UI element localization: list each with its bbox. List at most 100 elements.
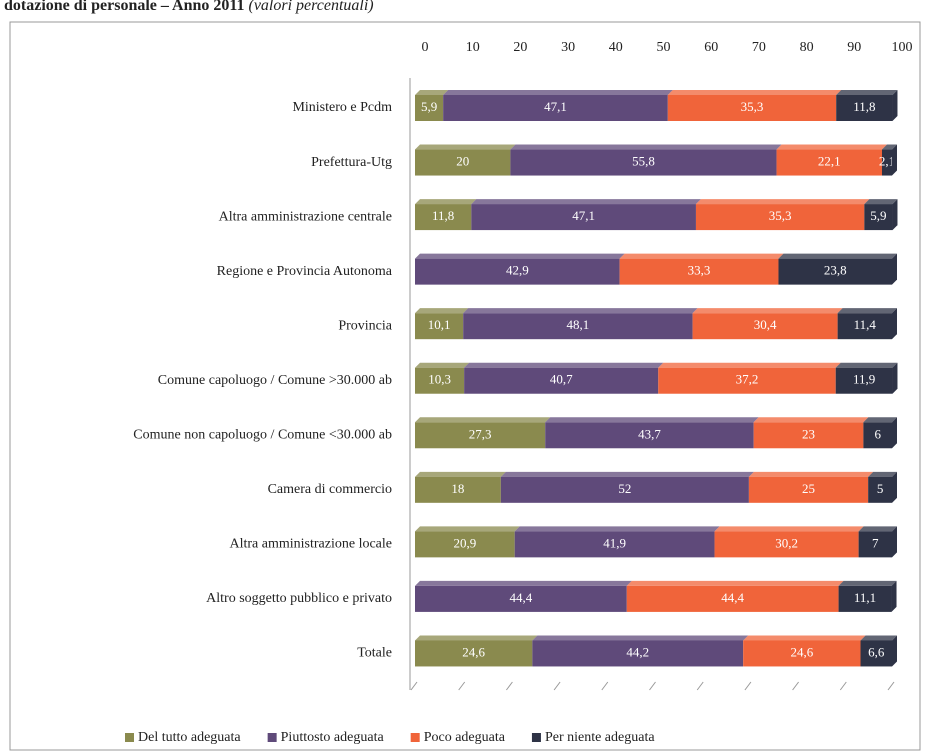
bar-segment — [837, 313, 892, 340]
bar-top — [532, 635, 749, 641]
value-label: 44,2 — [626, 644, 649, 659]
bar-segment — [415, 531, 515, 558]
value-label: 44,4 — [721, 590, 744, 605]
bar-segment — [838, 585, 892, 612]
bar-top — [753, 417, 869, 423]
y-tick-label: Camera di commercio — [268, 482, 392, 497]
tick-mark — [601, 681, 609, 691]
value-label: 6 — [874, 426, 881, 441]
legend-label: Del tutto adeguata — [138, 730, 241, 745]
bar-segment — [658, 367, 836, 394]
value-label: 11,8 — [432, 208, 454, 223]
x-tick-label: 0 — [422, 40, 429, 55]
bar-side — [892, 90, 898, 121]
bar-top — [545, 417, 759, 423]
bar-segment — [864, 204, 893, 231]
y-tick-label: Altra amministrazione locale — [230, 537, 393, 552]
bar-top — [836, 90, 898, 95]
value-label: 11,8 — [853, 99, 875, 114]
value-label: 41,9 — [603, 535, 626, 550]
title-main: dotazione di personale – Anno 2011 — [4, 0, 244, 14]
bar-top — [868, 471, 897, 477]
y-tick-label: Comune capoluogo / Comune >30.000 ab — [158, 373, 392, 388]
bar-side — [892, 308, 897, 340]
value-label: 47,1 — [544, 99, 567, 114]
value-label: 44,4 — [510, 590, 533, 605]
bar-top — [864, 199, 898, 205]
bar-top — [415, 199, 477, 205]
bar-segment — [778, 258, 892, 285]
bar-segment — [714, 531, 859, 558]
legend-swatch — [125, 733, 134, 742]
legend-swatch — [531, 733, 541, 742]
bar-top — [464, 362, 664, 368]
value-label: 2,1 — [879, 154, 895, 169]
tick-mark — [696, 681, 704, 691]
bar-top — [415, 471, 506, 477]
value-label: 23,8 — [824, 263, 847, 278]
value-label: 11,4 — [854, 317, 877, 332]
y-tick-label: Totale — [357, 646, 392, 661]
subtitle: (valori percentuali) — [248, 0, 373, 14]
bar-top — [748, 471, 874, 477]
value-label: 43,7 — [638, 426, 661, 441]
tick-mark — [458, 681, 466, 691]
bar-top — [415, 635, 538, 641]
tick-mark — [839, 681, 847, 691]
bar-side — [891, 580, 897, 612]
bar-segment — [415, 585, 627, 612]
bar-top — [415, 580, 632, 586]
bar-top — [415, 526, 520, 532]
legend-swatch — [267, 733, 277, 742]
bar-segment — [415, 204, 472, 231]
bar-top — [471, 199, 701, 205]
bar-top — [838, 580, 897, 586]
bar-top — [443, 90, 673, 95]
bar-top — [415, 417, 551, 423]
value-label: 27,3 — [469, 426, 492, 441]
tick-mark — [553, 681, 561, 691]
bar-top — [619, 253, 784, 259]
bar-top — [626, 580, 844, 586]
bar-side — [892, 471, 897, 503]
bar-segment — [881, 149, 892, 176]
bar-top — [463, 308, 698, 314]
value-label: 35,3 — [769, 208, 792, 223]
y-tick-label: Ministero e Pcdm — [292, 100, 392, 115]
value-label: 23 — [802, 426, 815, 441]
x-tick-label: 10 — [466, 40, 480, 55]
x-tick-label: 90 — [847, 40, 861, 55]
y-tick-label: Altro soggetto pubblico e privato — [206, 591, 392, 606]
bar-segment — [743, 640, 861, 667]
bar-segment — [667, 95, 837, 121]
value-label: 35,3 — [741, 99, 764, 114]
bar-top — [658, 362, 841, 368]
bar-segment — [415, 422, 546, 449]
tick-mark — [792, 681, 799, 691]
bar-side — [892, 526, 897, 558]
x-tick-label: 30 — [561, 40, 575, 55]
bar-top — [510, 144, 782, 150]
bar-top — [514, 526, 720, 532]
value-label: 37,2 — [736, 372, 759, 387]
bar-segment — [415, 640, 533, 667]
bar-top — [858, 526, 897, 532]
bar-segment — [532, 640, 744, 667]
bar-top — [415, 308, 469, 314]
bar-top — [863, 417, 897, 423]
bar-segment — [692, 313, 838, 340]
tick-mark — [744, 681, 752, 691]
x-tick-label: 20 — [513, 40, 527, 55]
x-tick-label: 80 — [800, 40, 814, 55]
value-label: 24,6 — [462, 644, 485, 659]
x-tick-label: 40 — [609, 40, 623, 55]
value-label: 20,9 — [453, 535, 476, 550]
y-tick-label: Comune non capoluogo / Comune <30.000 ab — [133, 427, 392, 442]
bar-segment — [415, 149, 511, 176]
legend-swatch — [410, 733, 420, 742]
bar-top — [415, 90, 449, 95]
value-label: 11,1 — [854, 590, 876, 605]
bar-segment — [500, 476, 749, 503]
bar-segment — [695, 204, 865, 231]
bar-segment — [863, 422, 892, 449]
